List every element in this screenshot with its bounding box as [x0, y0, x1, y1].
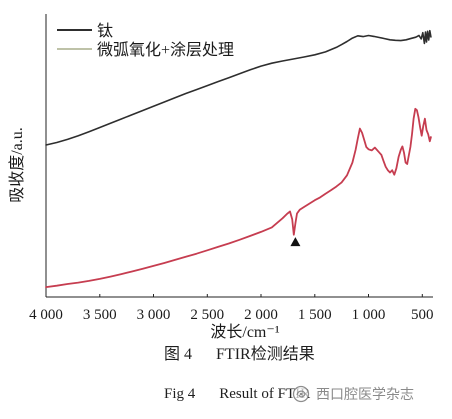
- figure-caption-cn-label: 图 4: [164, 346, 193, 363]
- watermark-text: 西口腔医学杂志: [316, 387, 414, 403]
- legend-label-mao-coating: 微弧氧化+涂层处理: [97, 41, 234, 59]
- x-tick-labels: 4 000 3 500 3 000 2 500 2 000 1 500 1 00…: [29, 307, 433, 323]
- journal-logo-icon: [292, 385, 310, 403]
- series-line-mao-coating: [45, 107, 432, 288]
- figure-caption-en-title: Result of FTIR: [219, 386, 311, 402]
- legend: 钛 微弧氧化+涂层处理: [57, 22, 234, 59]
- x-tick-label: 500: [411, 307, 434, 323]
- x-tick-label: 2 000: [244, 307, 278, 323]
- figure-caption-cn: 图 4 FTIR检测结果: [164, 346, 315, 364]
- y-axis-title: 吸收度/a.u.: [8, 127, 26, 203]
- x-tick-label: 2 500: [190, 307, 224, 323]
- figure-caption-cn-title: FTIR检测结果: [216, 346, 315, 363]
- x-tick-label: 4 000: [29, 307, 63, 323]
- x-tick-label: 3 500: [83, 307, 117, 323]
- plot-area: [45, 14, 433, 298]
- figure-caption-en-label: Fig 4: [164, 386, 196, 402]
- watermark: 西口腔医学杂志: [292, 384, 414, 404]
- legend-label-titanium: 钛: [97, 22, 113, 40]
- series-line-titanium: [45, 29, 432, 146]
- x-tick-marks: [45, 294, 423, 297]
- x-axis-title: 波长/cm⁻¹: [210, 323, 279, 341]
- x-tick-label: 1 500: [298, 307, 332, 323]
- x-tick-label: 3 000: [137, 307, 171, 323]
- peak-marker-triangle: [290, 237, 301, 247]
- x-tick-label: 1 000: [352, 307, 386, 323]
- figure-caption-en: Fig 4 Result of FTIR: [164, 385, 310, 403]
